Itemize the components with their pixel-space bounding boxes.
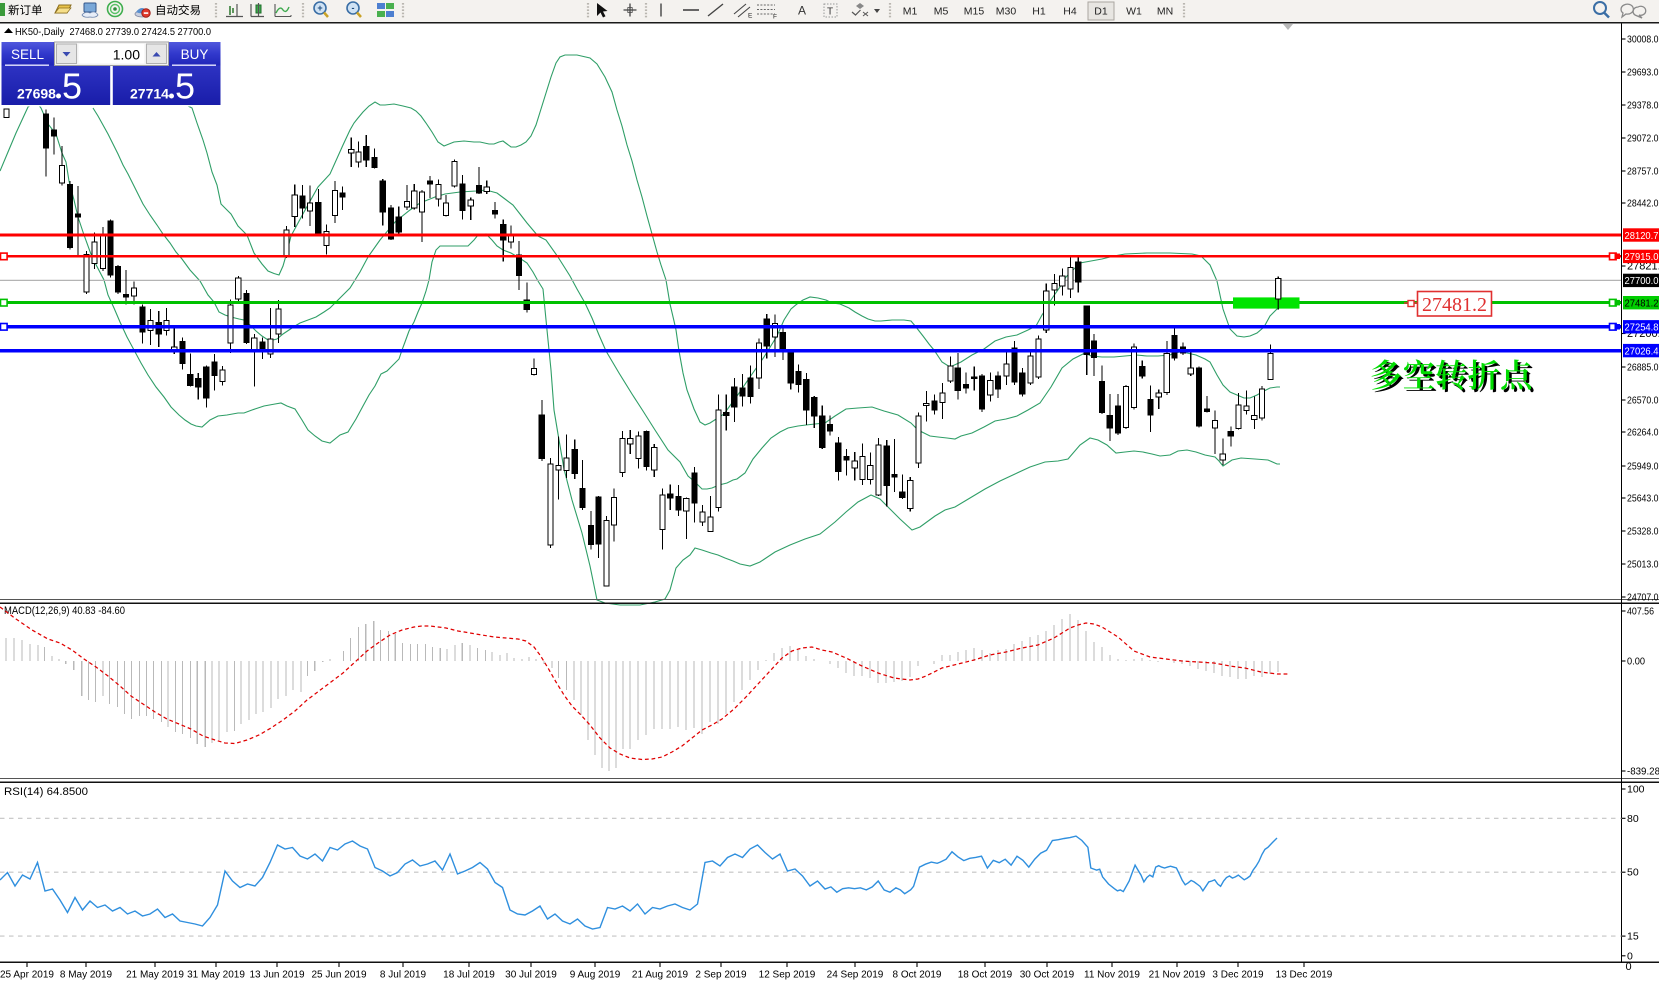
svg-text:MACD(12,26,9) 40.83 -84.60: MACD(12,26,9) 40.83 -84.60 xyxy=(4,605,125,617)
svg-text:5: 5 xyxy=(175,66,195,107)
svg-text:5: 5 xyxy=(62,66,82,107)
svg-text:407.56: 407.56 xyxy=(1627,606,1654,618)
svg-text:27698: 27698 xyxy=(17,86,56,102)
svg-text:1.00: 1.00 xyxy=(113,47,140,63)
svg-text:H4: H4 xyxy=(1063,6,1077,18)
svg-text:26885.0: 26885.0 xyxy=(1627,362,1659,374)
svg-text:13 Dec 2019: 13 Dec 2019 xyxy=(1276,970,1333,981)
svg-text:18 Jul 2019: 18 Jul 2019 xyxy=(443,970,495,981)
svg-text:3 Dec 2019: 3 Dec 2019 xyxy=(1212,970,1264,981)
svg-text:21 May 2019: 21 May 2019 xyxy=(126,970,184,981)
svg-text:30 Oct 2019: 30 Oct 2019 xyxy=(1020,970,1075,981)
svg-text:12 Sep 2019: 12 Sep 2019 xyxy=(759,970,816,981)
svg-text:11 Nov 2019: 11 Nov 2019 xyxy=(1084,970,1140,981)
svg-text:25643.0: 25643.0 xyxy=(1627,493,1659,505)
svg-text:29693.0: 29693.0 xyxy=(1627,67,1659,79)
svg-text:A: A xyxy=(798,4,806,18)
svg-text:8 May 2019: 8 May 2019 xyxy=(60,970,113,981)
svg-text:21 Nov 2019: 21 Nov 2019 xyxy=(1149,970,1206,981)
svg-text:-839.28: -839.28 xyxy=(1627,766,1659,778)
svg-text:+: + xyxy=(317,3,322,13)
svg-text:29378.0: 29378.0 xyxy=(1627,100,1659,112)
svg-text:-: - xyxy=(352,3,355,13)
svg-text:24 Sep 2019: 24 Sep 2019 xyxy=(827,970,884,981)
svg-text:18 Oct 2019: 18 Oct 2019 xyxy=(958,970,1013,981)
svg-text:28442.0: 28442.0 xyxy=(1627,198,1659,210)
svg-text:50: 50 xyxy=(1627,867,1639,879)
svg-text:M15: M15 xyxy=(964,6,985,18)
svg-text:M1: M1 xyxy=(903,6,918,18)
svg-text:BUY: BUY xyxy=(181,47,209,62)
svg-text:0: 0 xyxy=(1626,961,1632,973)
svg-text:M30: M30 xyxy=(996,6,1017,18)
svg-text:27821.0: 27821.0 xyxy=(1627,261,1659,273)
svg-text:27700.0: 27700.0 xyxy=(1625,276,1659,287)
svg-text:25 Jun 2019: 25 Jun 2019 xyxy=(311,970,366,981)
svg-text:25013.0: 25013.0 xyxy=(1627,559,1659,571)
svg-text:27714: 27714 xyxy=(130,86,169,102)
svg-text:0: 0 xyxy=(1627,950,1633,962)
svg-text:M5: M5 xyxy=(934,6,949,18)
svg-text:26570.0: 26570.0 xyxy=(1627,395,1659,407)
svg-text:W1: W1 xyxy=(1126,6,1142,18)
svg-text:30008.0: 30008.0 xyxy=(1627,34,1659,46)
svg-text:21 Aug 2019: 21 Aug 2019 xyxy=(632,970,689,981)
svg-text:13 Jun 2019: 13 Jun 2019 xyxy=(249,970,304,981)
svg-text:26264.0: 26264.0 xyxy=(1627,427,1659,439)
svg-text:D1: D1 xyxy=(1094,6,1108,18)
svg-text:31 May 2019: 31 May 2019 xyxy=(187,970,245,981)
svg-text:15: 15 xyxy=(1627,931,1639,943)
svg-text:27915.0: 27915.0 xyxy=(1625,252,1659,263)
svg-text:28120.7: 28120.7 xyxy=(1625,231,1659,242)
svg-text:30 Jul 2019: 30 Jul 2019 xyxy=(505,970,557,981)
svg-text:25 Apr 2019: 25 Apr 2019 xyxy=(0,970,54,981)
svg-text:0.00: 0.00 xyxy=(1627,656,1645,668)
svg-text:2 Sep 2019: 2 Sep 2019 xyxy=(695,970,747,981)
svg-text:25328.0: 25328.0 xyxy=(1627,526,1659,538)
svg-text:27481.2: 27481.2 xyxy=(1625,299,1659,310)
svg-text:80: 80 xyxy=(1627,813,1639,825)
svg-text:27254.8: 27254.8 xyxy=(1625,323,1659,334)
svg-text:F: F xyxy=(773,14,777,21)
svg-text:SELL: SELL xyxy=(11,47,45,62)
svg-text:25949.0: 25949.0 xyxy=(1627,461,1659,473)
svg-text:HK50-,Daily 27468.0 27739.0 2: HK50-,Daily 27468.0 27739.0 27424.5 2770… xyxy=(15,26,211,38)
svg-text:MN: MN xyxy=(1157,6,1173,18)
svg-text:24707.0: 24707.0 xyxy=(1627,592,1659,604)
svg-text:RSI(14) 64.8500: RSI(14) 64.8500 xyxy=(4,786,88,798)
svg-text:27026.4: 27026.4 xyxy=(1625,346,1659,357)
svg-text:T: T xyxy=(827,7,833,18)
svg-text:H1: H1 xyxy=(1032,6,1046,18)
svg-text:100: 100 xyxy=(1627,784,1645,796)
svg-text:E: E xyxy=(748,13,753,20)
svg-text:8 Oct 2019: 8 Oct 2019 xyxy=(893,970,942,981)
svg-text:27481.2: 27481.2 xyxy=(1422,294,1487,316)
svg-text:28757.0: 28757.0 xyxy=(1627,166,1659,178)
svg-text:8 Jul 2019: 8 Jul 2019 xyxy=(380,970,427,981)
svg-text:9 Aug 2019: 9 Aug 2019 xyxy=(570,970,621,981)
svg-text:29072.0: 29072.0 xyxy=(1627,133,1659,145)
